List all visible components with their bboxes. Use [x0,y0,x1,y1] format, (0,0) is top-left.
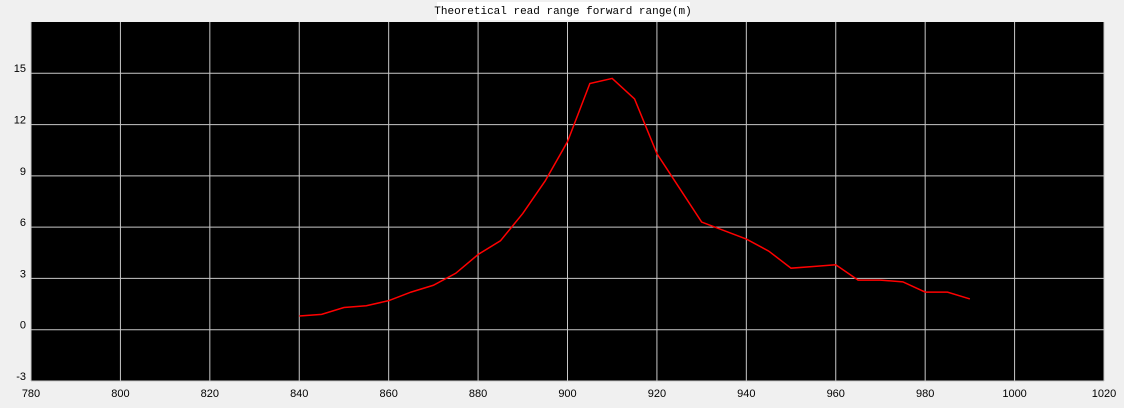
x-tick-label: 980 [916,388,934,400]
x-tick-label: 940 [737,388,755,400]
x-tick-label: 880 [469,388,487,400]
x-tick-label: 820 [201,388,219,400]
chart-title: Theoretical read range forward range(m) [434,6,691,18]
x-tick-label: 800 [111,388,129,400]
y-tick-label: 9 [20,166,26,178]
x-tick-label: 840 [290,388,308,400]
x-tick-label: 1020 [1092,388,1116,400]
x-tick-label: 900 [558,388,576,400]
data-line [299,77,971,317]
x-tick-label: 860 [379,388,397,400]
x-tick-label: 920 [648,388,666,400]
y-tick-label: 3 [20,268,26,280]
x-tick-label: 960 [827,388,845,400]
y-tick-label: 12 [14,114,26,126]
y-tick-label: 0 [20,320,26,332]
y-tick-label: -3 [16,371,26,383]
marks [299,77,971,317]
x-tick-label: 1000 [1002,388,1026,400]
y-tick-label: 6 [20,217,26,229]
title-box [437,2,690,20]
y-tick-label: 15 [14,63,26,75]
grid [30,22,1105,382]
x-tick-label: 780 [22,388,40,400]
